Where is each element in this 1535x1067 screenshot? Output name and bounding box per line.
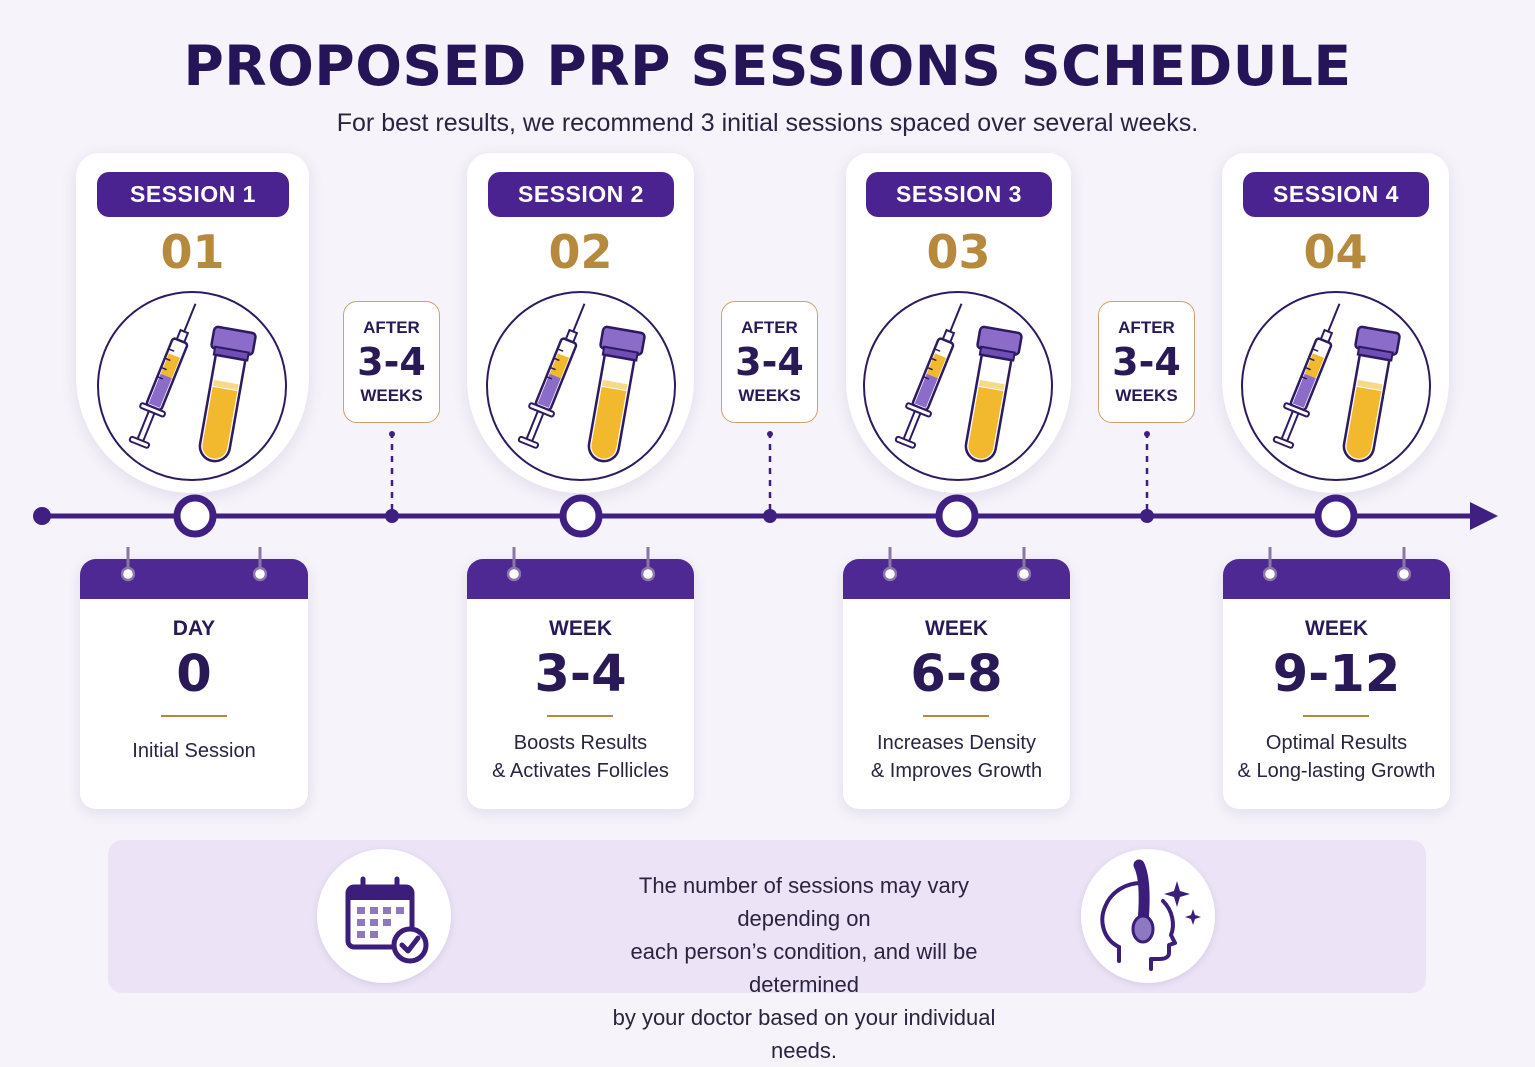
milestone-value: 3-4 [534,645,627,704]
session-number: 02 [548,225,613,279]
session-card-4: SESSION 4 04 [1222,153,1449,493]
interval-badge-1: AFTER 3-4 WEEKS [343,301,440,423]
session-number: 01 [160,225,225,279]
syringe-and-tube-icon [97,291,287,481]
calendar-ring-icon [641,547,655,582]
session-label: SESSION 3 [866,172,1052,217]
milestone-description: Increases Density & Improves Growth [870,732,1043,782]
interval-prefix: AFTER [363,318,420,337]
session-card-3: SESSION 3 03 [846,153,1071,493]
session-card-2: SESSION 2 02 [467,153,694,493]
milestone-description: Initial Session [132,740,256,762]
session-card-1: SESSION 1 01 [76,153,309,493]
session-number: 03 [926,225,991,279]
milestone-description: Boosts Results & Activates Follicles [492,732,669,782]
note-text: The number of sessions may vary dependin… [612,873,996,1063]
interval-unit: WEEKS [1115,386,1178,405]
milestone-value: 9-12 [1272,645,1401,704]
milestone-description: Optimal Results & Long-lasting Growth [1237,732,1436,782]
interval-badge-3: AFTER 3-4 WEEKS [1098,301,1195,423]
milestone-card-2: WEEK 3-4 Boosts Results & Activates Folli… [467,547,694,809]
calendar-ring-icon [253,547,267,582]
interval-prefix: AFTER [741,318,798,337]
milestone-unit: WEEK [1305,617,1368,640]
note-panel: The number of sessions may vary dependin… [108,840,1426,1063]
milestone-card-3: WEEK 6-8 Increases Density & Improves Gro… [843,547,1070,809]
milestone-card-1: DAY 0 Initial Session [80,547,308,809]
milestone-unit: WEEK [925,617,988,640]
calendar-ring-icon [507,547,521,582]
syringe-and-tube-icon [1241,291,1431,481]
page-title: PROPOSED PRP SESSIONS SCHEDULE [183,34,1352,98]
interval-badge-2: AFTER 3-4 WEEKS [721,301,818,423]
calendar-ring-icon [121,547,135,582]
milestone-value: 6-8 [910,645,1003,704]
session-number: 04 [1303,225,1368,279]
interval-unit: WEEKS [738,386,801,405]
calendar-ring-icon [1017,547,1031,582]
milestone-value: 0 [176,645,212,704]
milestone-unit: WEEK [549,617,612,640]
interval-prefix: AFTER [1118,318,1175,337]
syringe-and-tube-icon [486,291,676,481]
session-label: SESSION 4 [1243,172,1429,217]
milestone-card-4: WEEK 9-12 Optimal Results & Long-lasting … [1223,547,1450,809]
calendar-check-icon [317,849,451,983]
calendar-ring-icon [883,547,897,582]
calendar-ring-icon [1263,547,1277,582]
session-label: SESSION 1 [97,172,289,217]
hair-follicle-head-icon [1081,849,1215,983]
interval-value: 3-4 [735,340,804,384]
page-subtitle: For best results, we recommend 3 initial… [336,109,1199,137]
syringe-and-tube-icon [863,291,1053,481]
interval-value: 3-4 [1112,340,1181,384]
calendar-ring-icon [1397,547,1411,582]
milestone-unit: DAY [172,617,216,640]
timeline-axis [33,431,1498,538]
session-label: SESSION 2 [488,172,674,217]
interval-value: 3-4 [357,340,426,384]
interval-unit: WEEKS [360,386,423,405]
